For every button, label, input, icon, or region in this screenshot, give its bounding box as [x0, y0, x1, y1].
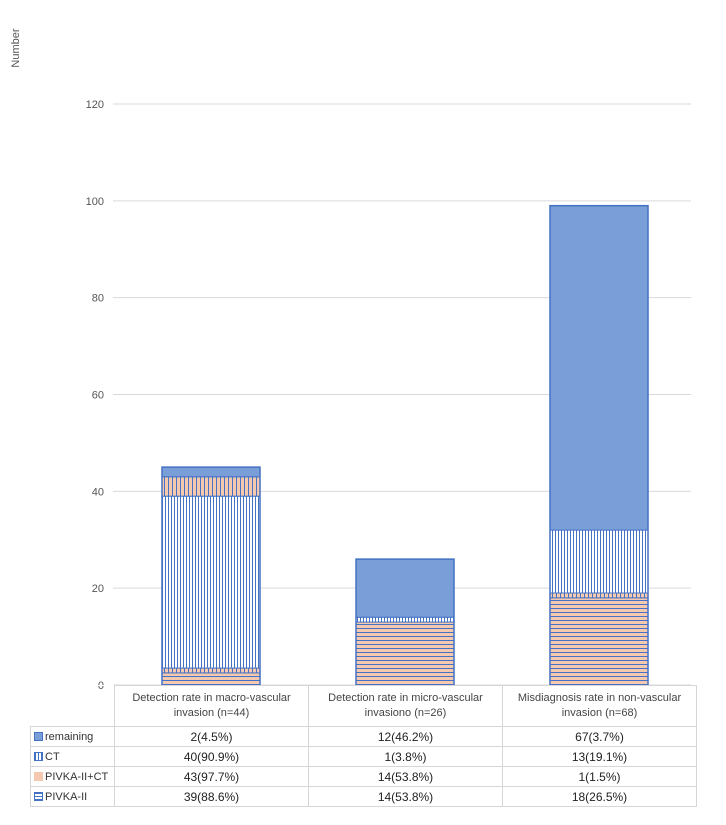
- legend-entry: remaining: [30, 726, 115, 747]
- category-label: Misdiagnosis rate in non-vascular invasi…: [502, 685, 697, 727]
- data-label: 14(53.8%): [308, 786, 503, 807]
- bar-segment-ct: [355, 616, 455, 623]
- legend-entry: CT: [30, 746, 115, 767]
- bar-segment-remaining: [549, 205, 649, 531]
- y-tick-label: 100: [86, 196, 104, 208]
- bar-group: [355, 558, 455, 686]
- legend-label: PIVKA-II: [45, 790, 88, 803]
- data-label: 43(97.7%): [114, 766, 309, 787]
- data-label: 40(90.9%): [114, 746, 309, 767]
- bar-segment-pivka-ii: [355, 621, 455, 686]
- category-label: Detection rate in micro-vascular invasio…: [308, 685, 503, 727]
- bars: [161, 204, 649, 686]
- y-tick-label: 40: [92, 486, 104, 498]
- bar-segment-pivka-ii: [161, 672, 261, 686]
- bar-segment-pivka-ii: [549, 597, 649, 686]
- y-tick-label: 80: [92, 293, 104, 305]
- data-label: 13(19.1%): [502, 746, 697, 767]
- legend-entry: PIVKA-II+CT: [30, 766, 115, 787]
- bar-segment-remaining: [161, 466, 261, 478]
- bar: [355, 558, 455, 686]
- bar-segment-ct: [161, 495, 261, 669]
- category-label: Detection rate in macro-vascular invasio…: [114, 685, 309, 727]
- legend-label: CT: [45, 750, 60, 763]
- data-label: 12(46.2%): [308, 726, 503, 747]
- table-row: PIVKA-II 39(88.6%) 14(53.8%) 18(26.5%): [30, 786, 697, 807]
- y-tick-label: 120: [86, 99, 104, 111]
- bar-group: [549, 204, 649, 686]
- data-label: 18(26.5%): [502, 786, 697, 807]
- y-axis-title: Number: [10, 28, 22, 67]
- bar-group: [161, 466, 261, 686]
- legend-swatch: [34, 751, 43, 761]
- legend-entry: PIVKA-II: [30, 786, 115, 807]
- table-corner: [30, 685, 115, 727]
- bar-segment-pivka-ii-ct: [161, 476, 261, 497]
- data-label: 67(3.7%): [502, 726, 697, 747]
- bar-segment-remaining: [355, 558, 455, 618]
- data-label: 39(88.6%): [114, 786, 309, 807]
- data-table: Detection rate in macro-vascular invasio…: [30, 685, 697, 807]
- table-row: CT 40(90.9%) 1(3.8%) 13(19.1%): [30, 746, 697, 767]
- table-row: remaining 2(4.5%) 12(46.2%) 67(3.7%): [30, 726, 697, 747]
- data-label: 1(1.5%): [502, 766, 697, 787]
- data-label: 2(4.5%): [114, 726, 309, 747]
- legend-swatch: [34, 771, 43, 781]
- legend-label: PIVKA-II+CT: [45, 770, 109, 783]
- bar-segment-pivka-ii-ct: [161, 667, 261, 674]
- data-label: 14(53.8%): [308, 766, 503, 787]
- y-tick-label: 20: [92, 583, 104, 595]
- bar-segment-ct: [549, 529, 649, 594]
- legend-swatch: [34, 791, 43, 801]
- data-label: 1(3.8%): [308, 746, 503, 767]
- y-tick-label: 60: [92, 390, 104, 402]
- legend-swatch: [34, 731, 43, 741]
- table-row: PIVKA-II+CT 43(97.7%) 14(53.8%) 1(1.5%): [30, 766, 697, 787]
- legend-label: remaining: [45, 730, 94, 743]
- bar-segment-pivka-ii-ct: [549, 592, 649, 599]
